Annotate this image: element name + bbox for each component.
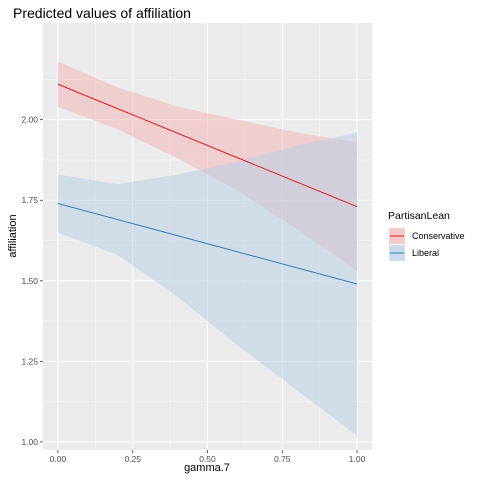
- y-tick-label: 1.50: [21, 276, 38, 286]
- y-axis-ticks: 1.00 1.25 1.50 1.75 2.00: [21, 115, 43, 447]
- x-tick-label: 0.00: [50, 454, 67, 464]
- legend-title: PartisanLean: [388, 210, 450, 222]
- x-tick-label: 0.25: [124, 454, 141, 464]
- liberal-legend-label: Liberal: [412, 248, 439, 258]
- x-tick-label: 0.75: [274, 454, 291, 464]
- y-tick-label: 1.00: [21, 437, 38, 447]
- conservative-legend-label: Conservative: [412, 231, 465, 241]
- y-tick-label: 1.25: [21, 356, 38, 366]
- legend: PartisanLean Conservative Liberal: [388, 210, 465, 261]
- y-tick-label: 1.75: [21, 195, 38, 205]
- legend-keys: Conservative Liberal: [389, 228, 465, 261]
- y-axis-label: affiliation: [7, 214, 19, 257]
- x-axis-label: gamma.7: [184, 462, 230, 474]
- x-tick-label: 1.00: [349, 454, 366, 464]
- y-tick-label: 2.00: [21, 115, 38, 125]
- chart-title: Predicted values of affiliation: [13, 5, 191, 21]
